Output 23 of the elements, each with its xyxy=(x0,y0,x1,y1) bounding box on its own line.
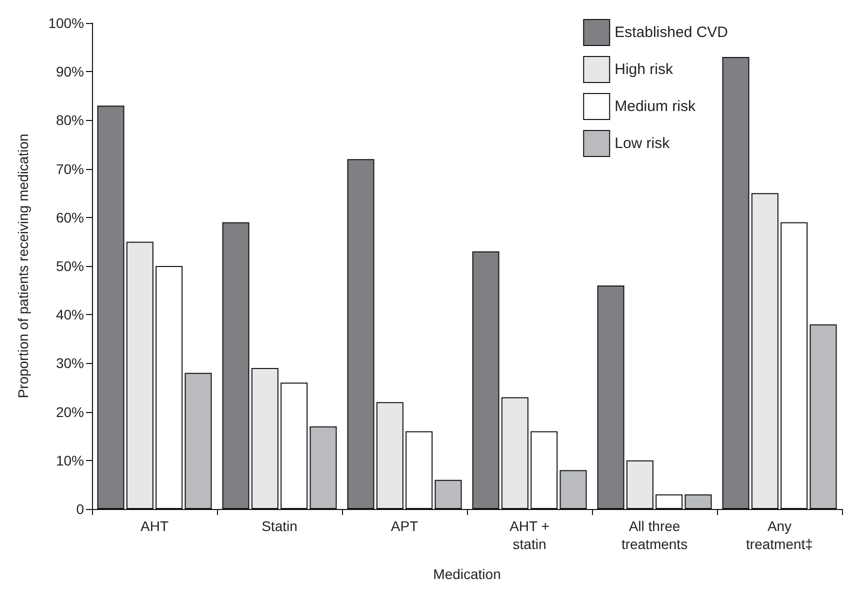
legend-label: Established CVD xyxy=(614,24,728,41)
y-tick-label: 70% xyxy=(56,160,84,177)
legend-label: Low risk xyxy=(614,135,670,152)
y-tick-label: 80% xyxy=(56,112,84,128)
legend-label: High risk xyxy=(614,61,674,78)
legend-label: Medium risk xyxy=(614,98,696,115)
y-tick-label: 0 xyxy=(76,501,84,517)
y-tick-label: 20% xyxy=(56,404,84,420)
x-tick-label: AHT xyxy=(140,518,169,534)
y-axis-title: Proportion of patients receiving medication xyxy=(15,134,31,398)
y-tick-label: 50% xyxy=(56,258,84,274)
y-tick-label: 30% xyxy=(56,355,84,372)
x-axis-title: Medication xyxy=(433,566,501,582)
y-tick-label: 100% xyxy=(48,15,84,31)
y-tick-label: 60% xyxy=(56,209,84,226)
x-tick-label: Statin xyxy=(262,518,298,534)
y-tick-label: 90% xyxy=(56,64,84,80)
x-tick-label: Any treatment‡ xyxy=(746,518,813,552)
y-tick-label: 10% xyxy=(56,452,84,468)
x-tick-label: AHT + statin xyxy=(510,518,550,552)
x-tick-label: All three treatments xyxy=(621,518,688,552)
x-tick-label: APT xyxy=(390,518,419,534)
y-tick-label: 40% xyxy=(56,306,84,323)
